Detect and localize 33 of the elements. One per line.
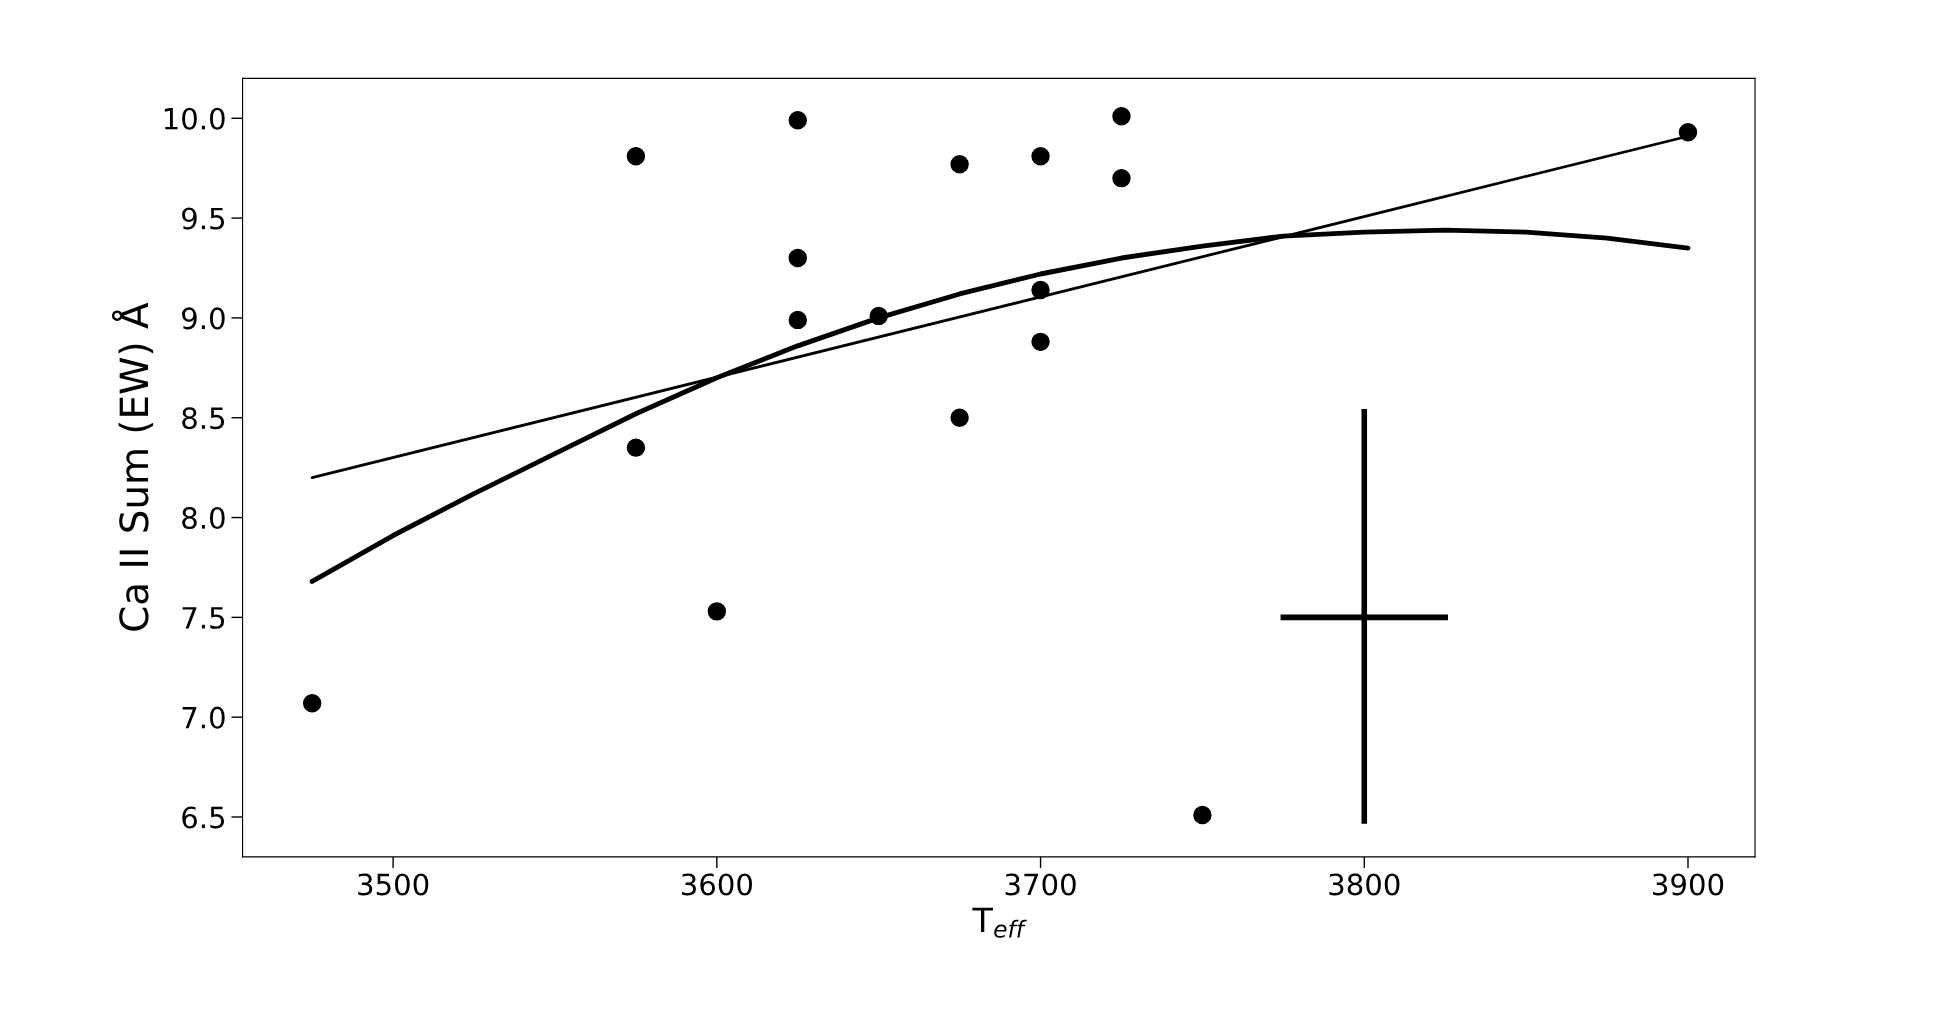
y-tick-label: 7.0 (182, 706, 225, 729)
x-tick-label: 3700 (1005, 873, 1076, 896)
y-tick-label: 10.0 (164, 107, 225, 130)
y-tick-label: 9.0 (182, 307, 225, 330)
point (788, 111, 807, 130)
point (707, 602, 727, 621)
point (788, 248, 807, 268)
point (626, 438, 646, 457)
y-tick-label: 6.5 (182, 806, 225, 829)
x-tick-label: 3500 (358, 873, 429, 896)
point (950, 154, 969, 174)
y-tick-label: 8.0 (182, 506, 225, 530)
point (1361, 614, 1368, 621)
y-tick-label: 7.5 (182, 607, 225, 629)
point (1112, 107, 1131, 126)
point (1031, 280, 1050, 300)
point (302, 694, 322, 713)
x-tick-label: 3600 (681, 873, 753, 896)
point (788, 310, 807, 330)
x-tick-label: 3900 (1653, 873, 1724, 896)
y-tick-label: 9.5 (182, 207, 225, 230)
point (1678, 123, 1698, 142)
point (1031, 332, 1050, 352)
point (626, 147, 646, 166)
y-axis-title: Ca II Sum (EW) Å (111, 302, 154, 631)
point (869, 306, 888, 326)
y-tick-label: 8.5 (182, 407, 225, 430)
x-axis-title: T$_{eff}$ (972, 907, 1027, 938)
point (1193, 805, 1212, 825)
x-tick-label: 3800 (1329, 873, 1400, 896)
point (1031, 147, 1050, 166)
point (1112, 168, 1131, 188)
point (950, 408, 969, 427)
